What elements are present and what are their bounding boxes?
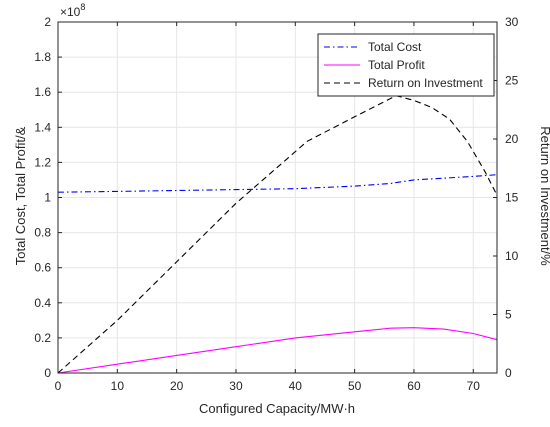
series-line-total-cost bbox=[57, 174, 498, 193]
x-tick-label: 30 bbox=[229, 379, 243, 393]
y-left-axis-label: Total Cost, Total Profit/& bbox=[13, 126, 28, 265]
y-left-tick-label: 1.8 bbox=[34, 50, 51, 64]
y-right-tick-label: 5 bbox=[505, 308, 512, 322]
x-tick-label: 50 bbox=[348, 379, 362, 393]
y-left-tick-label: 1.4 bbox=[34, 120, 51, 134]
y-left-tick-label: 1 bbox=[44, 191, 51, 205]
legend-entry-label: Total Profit bbox=[368, 58, 425, 72]
x-tick-label: 70 bbox=[467, 379, 481, 393]
y-left-tick-label: 0 bbox=[44, 366, 51, 380]
legend-entry-label: Total Cost bbox=[368, 40, 422, 54]
x-tick-label: 0 bbox=[55, 379, 62, 393]
legend-entry-label: Return on Investment bbox=[368, 76, 483, 90]
y-left-multiplier-base: ×10 bbox=[60, 5, 81, 19]
y-left-tick-label: 1.6 bbox=[34, 85, 51, 99]
y-right-tick-label: 10 bbox=[505, 249, 519, 263]
x-tick-label: 10 bbox=[111, 379, 125, 393]
y-right-tick-label: 0 bbox=[505, 366, 512, 380]
y-right-tick-label: 30 bbox=[505, 15, 519, 29]
y-right-axis-label: Return on Investment/% bbox=[538, 126, 550, 266]
axes-layer: 0 10 20 30 40 50 60 7000.20.40.60.811.21.41.61.… bbox=[34, 15, 518, 393]
y-left-tick-label: 1.2 bbox=[34, 155, 51, 169]
x-tick-label: 40 bbox=[289, 379, 303, 393]
x-axis-label: Configured Capacity/MW·h bbox=[199, 401, 355, 416]
x-tick-label: 60 bbox=[407, 379, 421, 393]
y-left-multiplier: ×108 bbox=[60, 2, 85, 19]
y-left-tick-label: 0.6 bbox=[34, 261, 51, 275]
labels-layer: Configured Capacity/MW·h Total Cost, Tot… bbox=[13, 2, 550, 416]
legend: Total Cost Total Profit Return on Investme… bbox=[317, 33, 495, 97]
series-line-total-profit bbox=[57, 327, 498, 374]
y-right-tick-label: 20 bbox=[505, 132, 519, 146]
x-tick-label: 20 bbox=[170, 379, 184, 393]
y-left-tick-label: 2 bbox=[44, 15, 51, 29]
y-left-tick-label: 0.2 bbox=[34, 331, 51, 345]
y-left-tick-label: 0.4 bbox=[34, 296, 51, 310]
y-left-multiplier-exponent: 8 bbox=[80, 2, 85, 12]
y-left-tick-label: 0.8 bbox=[34, 226, 51, 240]
y-right-tick-label: 15 bbox=[505, 191, 519, 205]
y-right-tick-label: 25 bbox=[505, 74, 519, 88]
